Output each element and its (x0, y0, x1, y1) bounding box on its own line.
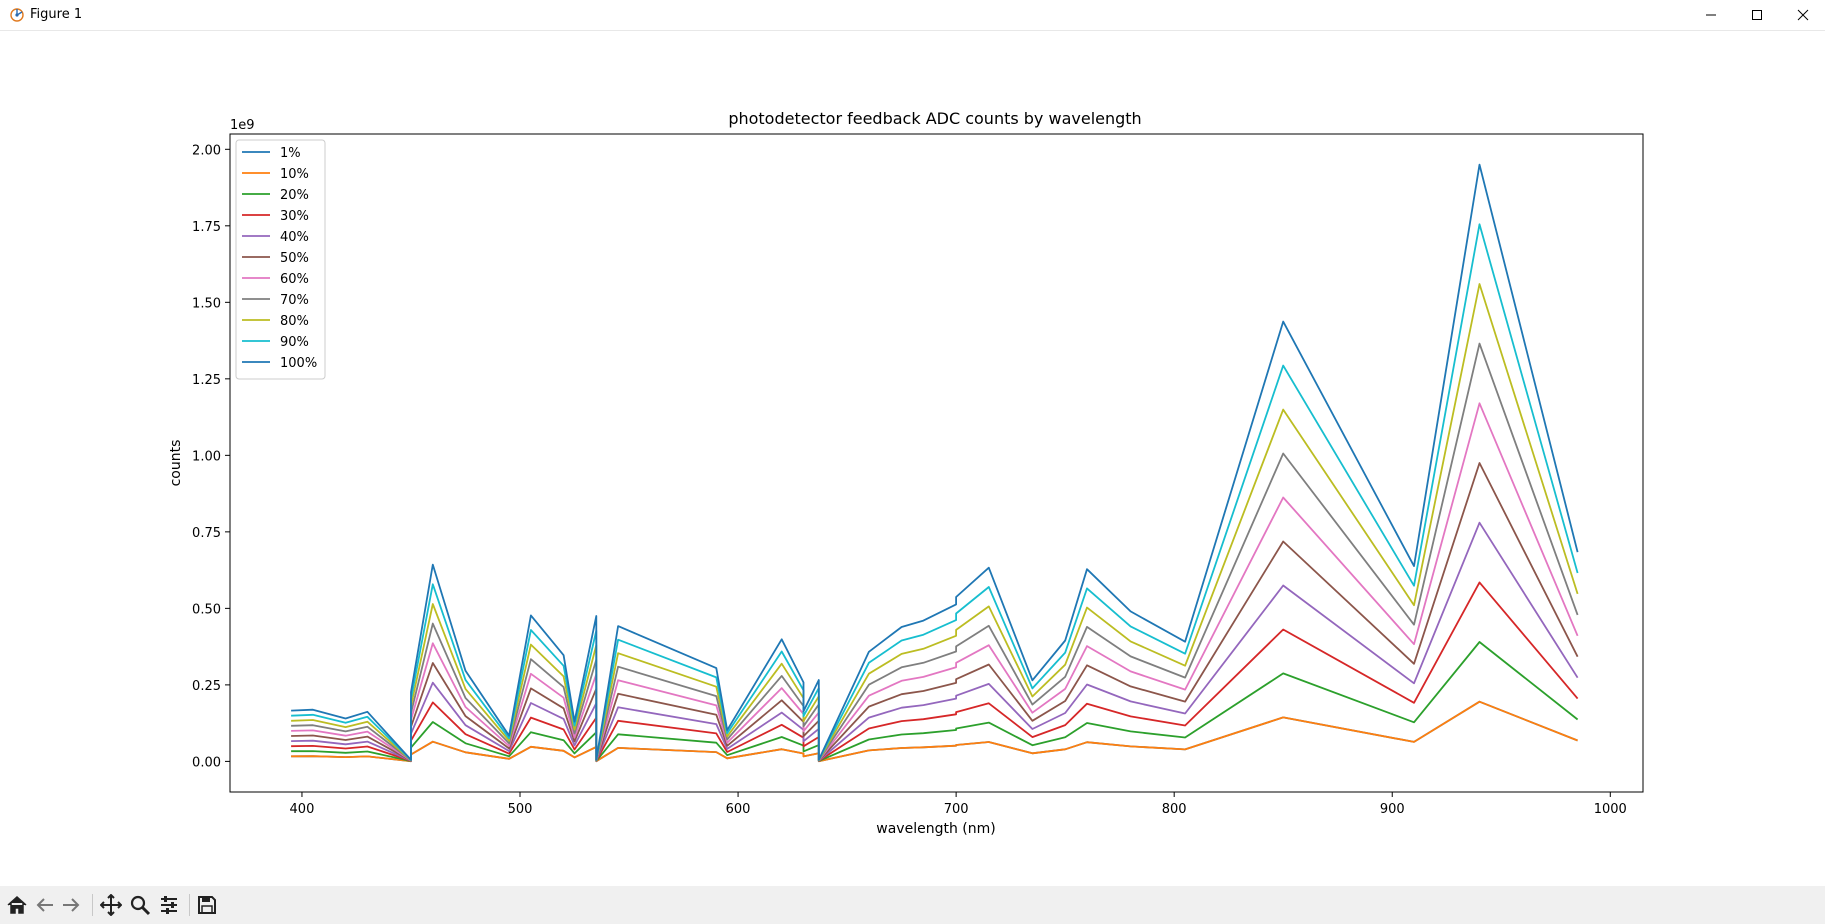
save-button[interactable] (194, 892, 220, 918)
home-button[interactable] (4, 892, 30, 918)
x-tick-label: 800 (1162, 802, 1187, 817)
back-button[interactable] (32, 892, 58, 918)
title-bar: Figure 1 (0, 0, 1825, 30)
line-chart: photodetector feedback ADC counts by wav… (168, 109, 1644, 837)
x-axis-label: wavelength (nm) (876, 821, 995, 837)
series-line (291, 581, 1579, 762)
x-tick-label: 600 (726, 802, 751, 817)
figure-canvas: photodetector feedback ADC counts by wav… (0, 30, 1825, 887)
close-icon (1797, 9, 1809, 21)
toolbar-separator (189, 894, 190, 916)
legend-label: 1% (280, 146, 301, 161)
y-tick-label: 0.50 (192, 602, 221, 617)
legend-label: 70% (280, 293, 309, 308)
y-tick-label: 1.50 (192, 296, 221, 311)
forward-icon (63, 898, 80, 912)
series-line (291, 223, 1579, 761)
series-line (291, 402, 1579, 762)
legend-label: 60% (280, 272, 309, 287)
x-tick-label: 900 (1380, 802, 1405, 817)
maximize-icon (1752, 10, 1762, 20)
legend-label: 100% (280, 356, 317, 371)
legend-label: 30% (280, 209, 309, 224)
window-title: Figure 1 (30, 7, 83, 22)
legend-label: 20% (280, 188, 309, 203)
y-tick-label: 1.00 (192, 449, 221, 464)
close-button[interactable] (1780, 0, 1825, 30)
configure-icon (161, 896, 177, 914)
legend-label: 10% (280, 167, 309, 182)
save-icon (198, 896, 216, 914)
x-tick-label: 500 (508, 802, 533, 817)
zoom-button[interactable] (127, 892, 153, 918)
x-tick-label: 700 (944, 802, 969, 817)
legend-label: 40% (280, 230, 309, 245)
legend-label: 50% (280, 251, 309, 266)
y-tick-label: 0.75 (192, 526, 221, 541)
y-tick-label: 1.75 (192, 220, 221, 235)
series-line (291, 700, 1578, 763)
navigation-toolbar (0, 886, 1825, 924)
plot-frame (229, 133, 1644, 793)
home-icon (7, 895, 27, 914)
maximize-button[interactable] (1734, 0, 1780, 30)
app-icon (10, 8, 24, 22)
legend-label: 90% (280, 335, 309, 350)
forward-button[interactable] (58, 892, 84, 918)
chart-title: photodetector feedback ADC counts by wav… (728, 109, 1141, 128)
back-icon (36, 898, 53, 912)
series-line (291, 163, 1579, 761)
y-tick-label: 2.00 (192, 143, 221, 158)
pan-icon (100, 894, 122, 916)
y-axis-label: counts (168, 440, 184, 487)
x-tick-label: 1000 (1594, 802, 1627, 817)
configure-subplots-button[interactable] (156, 892, 182, 918)
y-offset-label: 1e9 (230, 118, 255, 133)
pan-button[interactable] (98, 892, 124, 918)
minimize-button[interactable] (1688, 0, 1734, 30)
series-line (291, 521, 1579, 762)
y-tick-label: 1.25 (192, 373, 221, 388)
toolbar-separator (92, 894, 93, 916)
y-tick-label: 0.25 (192, 679, 221, 694)
x-tick-label: 400 (290, 802, 315, 817)
zoom-icon (130, 895, 151, 916)
minimize-icon (1706, 14, 1716, 16)
legend-label: 80% (280, 314, 309, 329)
y-tick-label: 0.00 (192, 755, 221, 770)
